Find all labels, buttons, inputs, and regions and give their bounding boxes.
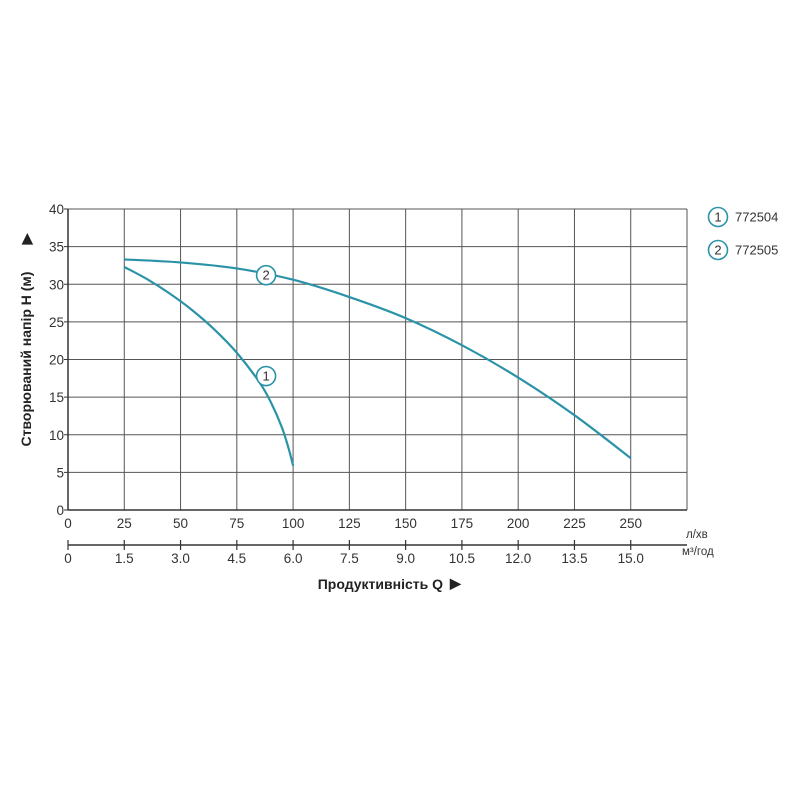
x-tick-label-secondary: 6.0 [284,551,303,566]
x-tick-labels-primary: 0 25 50 75 100 125 150 175 200 225 250 [64,516,642,531]
y-tick-label: 20 [49,353,64,368]
data-series [123,258,632,466]
x-tick-label-primary: 175 [451,516,474,531]
x-tick-label-secondary: 3.0 [171,551,190,566]
x-tick-label-primary: 125 [338,516,361,531]
x-tick-label-primary: 250 [619,516,642,531]
series-line-772505 [124,258,632,459]
y-tick-label: 5 [56,465,64,480]
y-tick-label: 35 [49,240,64,255]
legend-marker-label: 1 [714,210,721,225]
series-marker-772505 [255,264,277,286]
x-tick-label-secondary: 13.5 [561,551,587,566]
x-tick-label-secondary: 12.0 [505,551,531,566]
series-line-772504 [123,265,295,466]
y-tick-label: 0 [56,503,64,518]
x-axis-arrow: ▶ [449,575,462,591]
y-tick-label: 30 [49,277,64,292]
x-tick-label-secondary: 4.5 [227,551,246,566]
series-marker-772504 [255,365,277,387]
y-tick-label: 10 [49,428,64,443]
legend-entry-label: 772504 [735,210,778,225]
x-tick-label-primary: 225 [563,516,586,531]
x-tick-label-secondary: 7.5 [340,551,359,566]
x-tick-label-secondary: 9.0 [396,551,415,566]
y-axis-arrow: ▶ [18,232,34,245]
x-unit-secondary: м³/год [682,546,714,558]
legend-marker [707,206,729,228]
y-tick-label: 25 [49,315,64,330]
y-tick-labels: 0 5 10 15 20 25 30 35 40 [49,202,64,518]
legend-entry-label: 772505 [735,243,778,258]
x-tick-label-primary: 0 [64,516,72,531]
x-tick-label-secondary: 10.5 [449,551,475,566]
x-tick-label-primary: 200 [507,516,530,531]
legend-marker [707,239,729,261]
y-axis-title: Створюваний напір H (м) [18,272,34,447]
series-markers: 12 [255,264,277,387]
x-axis-title: Продуктивність Q [318,576,443,592]
chart-grid [68,208,688,510]
x-tick-label-secondary: 0 [64,551,72,566]
y-tick-label: 15 [49,390,64,405]
x-unit-primary: л/хв [686,529,708,541]
x-tick-label-primary: 50 [173,516,188,531]
y-tick-label: 40 [49,202,64,217]
x-tick-label-primary: 150 [394,516,417,531]
legend-marker-label: 2 [714,243,721,258]
x-tick-label-secondary: 15.0 [618,551,644,566]
series-marker-label: 2 [262,268,269,283]
chart-axes [64,208,687,550]
x-tick-label-primary: 25 [117,516,132,531]
series-marker-label: 1 [262,369,269,384]
x-tick-labels-secondary: 0 1.5 3.0 4.5 6.0 7.5 9.0 10.5 12.0 13.5 15.0 [64,551,644,566]
legend: 1 772504 2 772505 [707,206,778,261]
x-tick-label-primary: 75 [229,516,244,531]
x-tick-label-secondary: 1.5 [115,551,134,566]
x-tick-label-primary: 100 [282,516,305,531]
